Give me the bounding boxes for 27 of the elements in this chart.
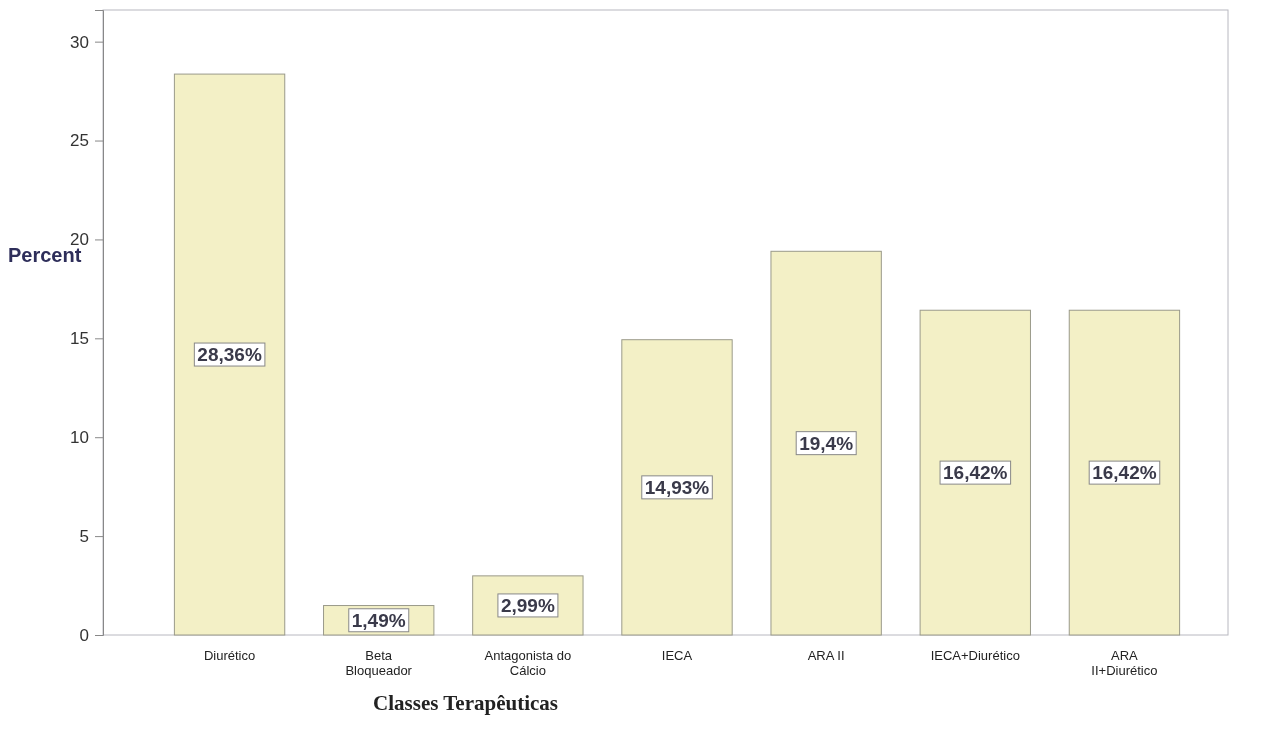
bar (173, 73, 286, 636)
data-label: 1,49% (351, 609, 406, 631)
x-tick-label: ARA II (807, 648, 845, 663)
data-label: 19,4% (799, 432, 854, 454)
data-label: 16,42% (943, 462, 1008, 484)
x-tick-label: Antagonista do Cálcio (484, 648, 572, 678)
x-tick-label: Diurético (203, 648, 256, 663)
bar (919, 309, 1031, 636)
data-label: 14,93% (644, 476, 710, 498)
x-axis-title: Classes Terapêuticas (373, 691, 558, 715)
y-tick-label: 15 (70, 329, 89, 349)
bar (621, 339, 733, 636)
y-tick-label: 10 (70, 428, 89, 448)
bar (1068, 309, 1181, 636)
y-tick-label: 0 (79, 625, 89, 645)
data-label: 16,42% (1092, 462, 1157, 484)
bar (770, 250, 882, 636)
x-tick-label: IECA+Diurético (930, 648, 1020, 663)
y-tick-label: 5 (79, 527, 89, 547)
y-tick-label: 25 (70, 131, 89, 151)
y-axis-title: Percent (8, 244, 82, 266)
y-tick-label: 30 (70, 32, 89, 52)
x-tick-label: Beta Bloqueador (345, 648, 413, 678)
x-tick-label: IECA (661, 648, 693, 663)
x-tick-label: ARA II+Diurético (1091, 648, 1158, 678)
data-label: 2,99% (500, 594, 555, 616)
data-label: 28,36% (197, 344, 262, 366)
